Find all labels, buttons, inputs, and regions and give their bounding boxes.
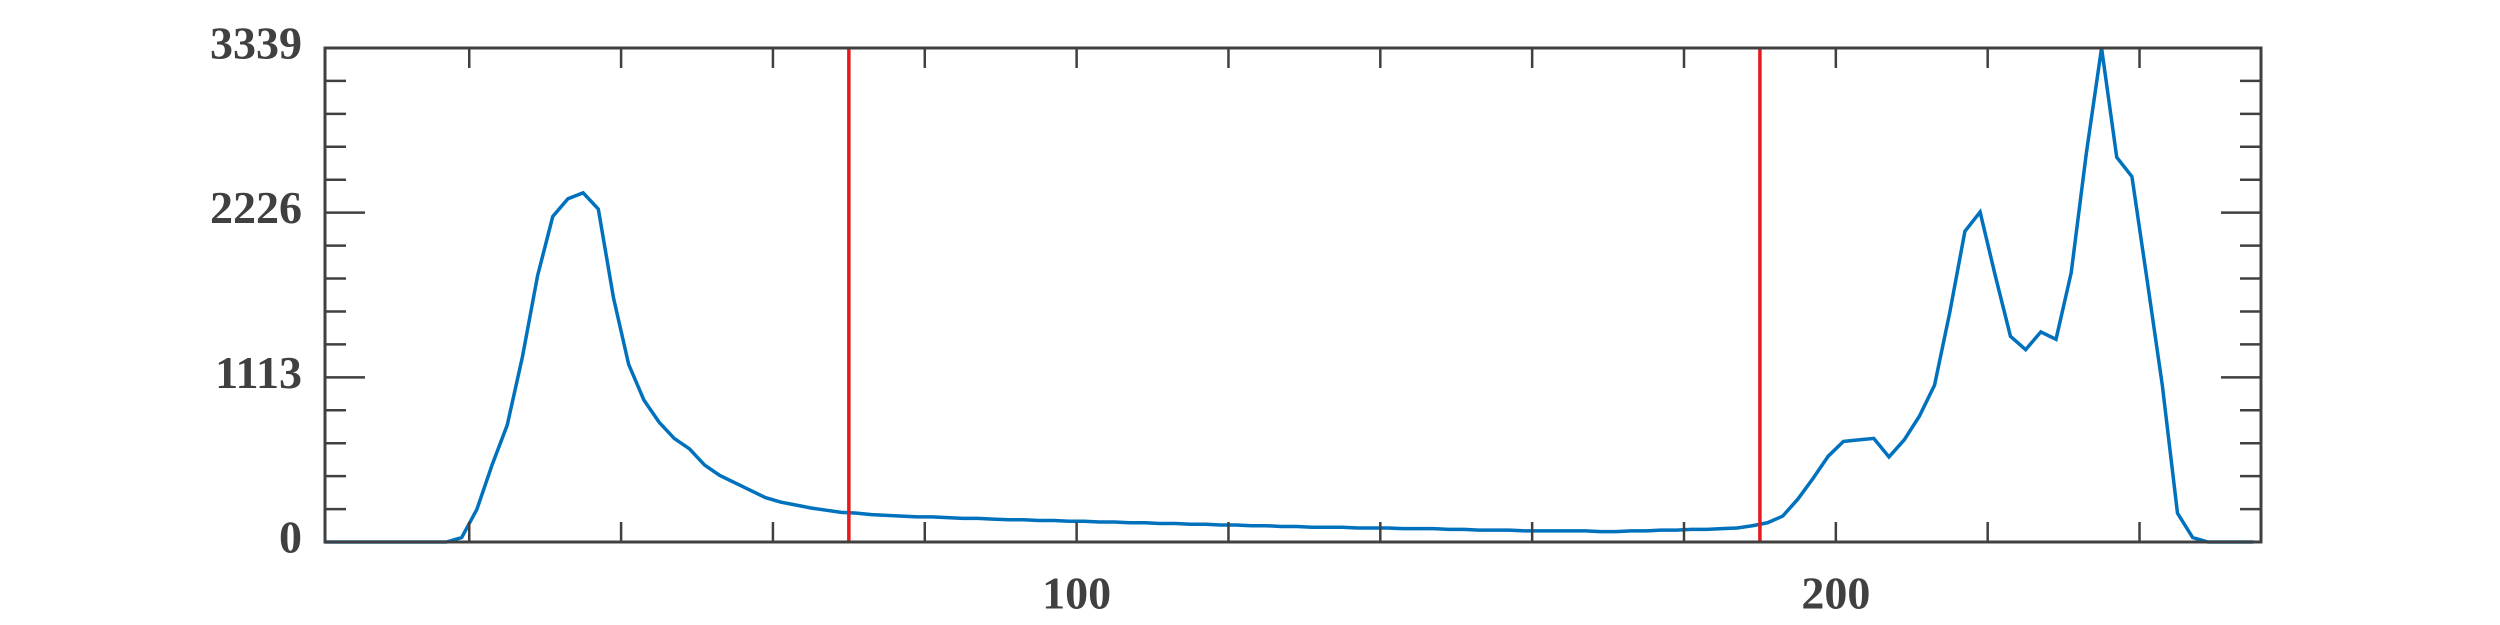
data-line <box>325 47 2254 544</box>
y-tick-label: 3339 <box>210 18 302 69</box>
x-tick-label: 100 <box>1042 568 1111 619</box>
y-tick-label: 1113 <box>215 347 302 398</box>
plot-frame <box>323 46 2263 544</box>
y-tick-label: 0 <box>279 512 302 563</box>
x-tick-label: 200 <box>1801 568 1870 619</box>
y-tick-label: 2226 <box>210 182 302 233</box>
